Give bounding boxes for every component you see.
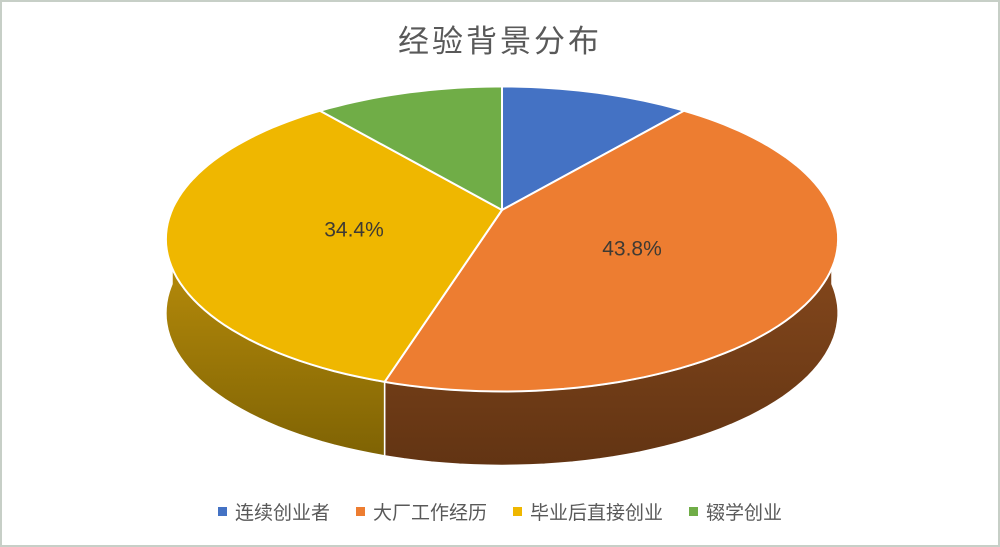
chart-title: 经验背景分布 xyxy=(398,24,602,59)
pie-slice-0 xyxy=(501,85,685,211)
legend-label: 连续创业者 xyxy=(234,503,330,524)
legend-item: 连续创业者 xyxy=(217,498,330,525)
legend-swatch-icon xyxy=(689,507,699,516)
legend-label: 毕业后直接创业 xyxy=(530,503,664,524)
data-label-2: 34.4% xyxy=(324,219,384,242)
legend-swatch-icon xyxy=(513,507,522,516)
pie-slice-3 xyxy=(319,85,503,211)
legend-swatch-icon xyxy=(355,507,365,516)
legend-label: 辍学创业 xyxy=(706,503,783,524)
legend-item: 辍学创业 xyxy=(689,498,782,525)
legend-label: 大厂工作经历 xyxy=(372,503,487,524)
legend-item: 毕业后直接创业 xyxy=(513,498,663,525)
legend: 连续创业者 大厂工作经历 毕业后直接创业 辍学创业 xyxy=(2,498,998,525)
pie-slice-1 xyxy=(383,109,840,393)
pie-slice-2 xyxy=(164,109,503,383)
legend-swatch-icon xyxy=(217,507,227,516)
legend-item: 大厂工作经历 xyxy=(355,498,487,525)
data-label-1: 43.8% xyxy=(602,238,662,261)
